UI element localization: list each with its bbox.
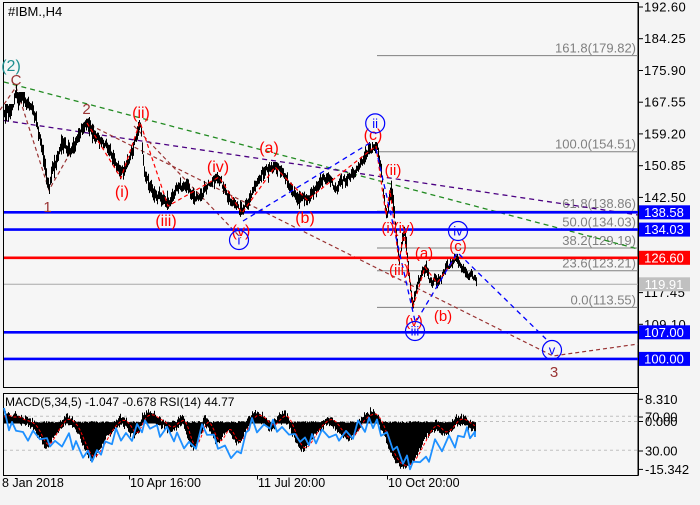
svg-text:159.20: 159.20 bbox=[644, 126, 686, 141]
svg-text:8.310: 8.310 bbox=[645, 392, 678, 407]
svg-text:192.60: 192.60 bbox=[644, 0, 686, 15]
svg-text:138.58: 138.58 bbox=[644, 205, 684, 220]
svg-text:8 Jan 2018: 8 Jan 2018 bbox=[2, 476, 64, 490]
svg-text:161.8(179.82): 161.8(179.82) bbox=[555, 41, 636, 56]
svg-text:C: C bbox=[11, 72, 22, 89]
svg-text:(c): (c) bbox=[449, 238, 467, 255]
svg-text:0.0(113.55): 0.0(113.55) bbox=[570, 292, 636, 307]
svg-text:30.00: 30.00 bbox=[645, 444, 678, 459]
svg-text:MACD(5,34,5) -1.047 -0.678 RSI: MACD(5,34,5) -1.047 -0.678 RSI(14) 44.77 bbox=[5, 395, 235, 409]
svg-text:10 Oct 20:00: 10 Oct 20:00 bbox=[388, 476, 460, 490]
svg-text:2: 2 bbox=[82, 101, 90, 118]
svg-text:(a): (a) bbox=[259, 140, 279, 157]
svg-text:i: i bbox=[238, 233, 241, 248]
svg-text:167.55: 167.55 bbox=[644, 95, 686, 110]
svg-text:10 Apr 16:00: 10 Apr 16:00 bbox=[130, 476, 201, 490]
svg-text:175.90: 175.90 bbox=[644, 63, 686, 78]
svg-text:0.000: 0.000 bbox=[645, 414, 678, 429]
svg-text:100.0(154.51): 100.0(154.51) bbox=[555, 137, 636, 152]
svg-text:(iii): (iii) bbox=[155, 213, 176, 230]
svg-text:iv: iv bbox=[453, 224, 463, 239]
svg-text:#IBM.,H4: #IBM.,H4 bbox=[8, 4, 62, 19]
svg-text:50.0(134.03): 50.0(134.03) bbox=[562, 215, 636, 230]
svg-text:100.00: 100.00 bbox=[644, 352, 684, 367]
svg-text:(i): (i) bbox=[115, 184, 129, 201]
svg-text:126.60: 126.60 bbox=[644, 250, 684, 265]
svg-text:23.6(123.21): 23.6(123.21) bbox=[562, 256, 636, 271]
svg-text:(b): (b) bbox=[295, 210, 315, 227]
svg-text:(ii): (ii) bbox=[385, 162, 402, 179]
svg-text:11 Jul 20:00: 11 Jul 20:00 bbox=[258, 476, 325, 490]
svg-text:(a): (a) bbox=[415, 245, 433, 262]
svg-text:(b): (b) bbox=[434, 308, 452, 325]
svg-text:61.8(138.86): 61.8(138.86) bbox=[562, 196, 636, 211]
svg-text:(iii): (iii) bbox=[389, 262, 409, 279]
svg-text:(v): (v) bbox=[232, 223, 251, 240]
svg-text:142.50: 142.50 bbox=[644, 190, 686, 205]
svg-text:(iv): (iv) bbox=[207, 159, 229, 176]
svg-text:150.85: 150.85 bbox=[644, 158, 686, 173]
svg-text:184.25: 184.25 bbox=[644, 31, 686, 46]
svg-text:(2): (2) bbox=[1, 58, 21, 75]
svg-text:(ii): (ii) bbox=[132, 105, 150, 122]
svg-text:134.03: 134.03 bbox=[644, 222, 684, 237]
svg-text:(i): (i) bbox=[381, 220, 394, 237]
svg-text:-15.342: -15.342 bbox=[645, 462, 689, 477]
svg-text:(iv): (iv) bbox=[394, 220, 415, 237]
svg-text:107.00: 107.00 bbox=[644, 325, 684, 340]
svg-text:ii: ii bbox=[372, 116, 378, 131]
svg-text:(c): (c) bbox=[364, 127, 383, 144]
svg-text:3: 3 bbox=[550, 364, 558, 381]
svg-text:iii: iii bbox=[411, 324, 420, 339]
svg-text:1: 1 bbox=[43, 199, 51, 216]
svg-text:v: v bbox=[549, 343, 556, 358]
svg-text:70.00: 70.00 bbox=[645, 410, 678, 425]
svg-text:119.91: 119.91 bbox=[645, 277, 684, 292]
